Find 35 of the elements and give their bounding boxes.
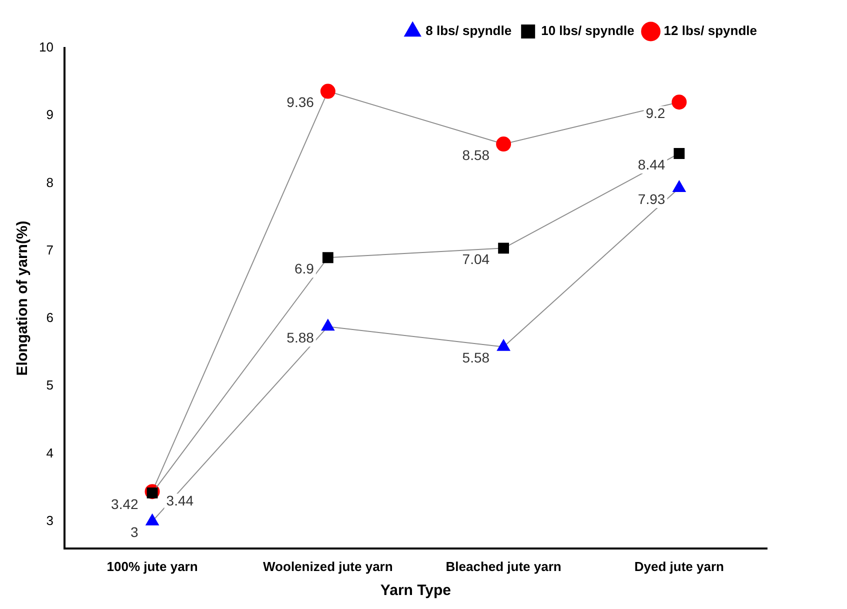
data-label: 5.58 <box>462 350 490 366</box>
data-label: 3 <box>130 524 138 540</box>
data-label: 9.36 <box>286 94 314 110</box>
legend-label: 12 lbs/ spyndle <box>664 23 757 38</box>
data-label: 7.93 <box>638 190 666 207</box>
y-tick-label: 7 <box>46 242 54 258</box>
point <box>672 94 687 110</box>
point <box>322 252 334 264</box>
data-label: 8.44 <box>638 156 666 172</box>
data-label: 5.88 <box>286 329 314 346</box>
x-tick-label: Bleached jute yarn <box>446 558 562 574</box>
y-tick-label: 3 <box>46 512 54 528</box>
point <box>320 84 336 99</box>
y-tick-label: 8 <box>46 174 54 190</box>
x-axis-title: Yarn Type <box>380 582 452 600</box>
data-label: 3.42 <box>111 496 138 512</box>
legend-label: 8 lbs/ spyndle <box>426 23 512 38</box>
y-tick-label: 5 <box>46 378 54 393</box>
data-label: 8.58 <box>462 146 490 163</box>
data-label: 9.2 <box>646 104 666 121</box>
point <box>496 136 512 152</box>
x-tick-label: 100% jute yarn <box>106 558 198 574</box>
data-label: 7.04 <box>462 251 490 268</box>
y-tick-label: 9 <box>46 107 54 122</box>
y-tick-label: 6 <box>46 310 54 326</box>
point <box>498 242 509 254</box>
data-label: 6.9 <box>294 260 314 276</box>
y-tick-label: 10 <box>38 40 54 55</box>
x-tick-label: Woolenized jute yarn <box>263 558 393 574</box>
y-axis-title: Elongation of yarn(%) <box>14 220 32 376</box>
legend-label: 10 lbs/ spyndle <box>541 23 634 38</box>
data-label: 3.44 <box>166 492 194 508</box>
y-tick-label: 4 <box>46 445 54 460</box>
x-tick-label: Dyed jute yarn <box>634 558 724 574</box>
point <box>674 148 685 159</box>
